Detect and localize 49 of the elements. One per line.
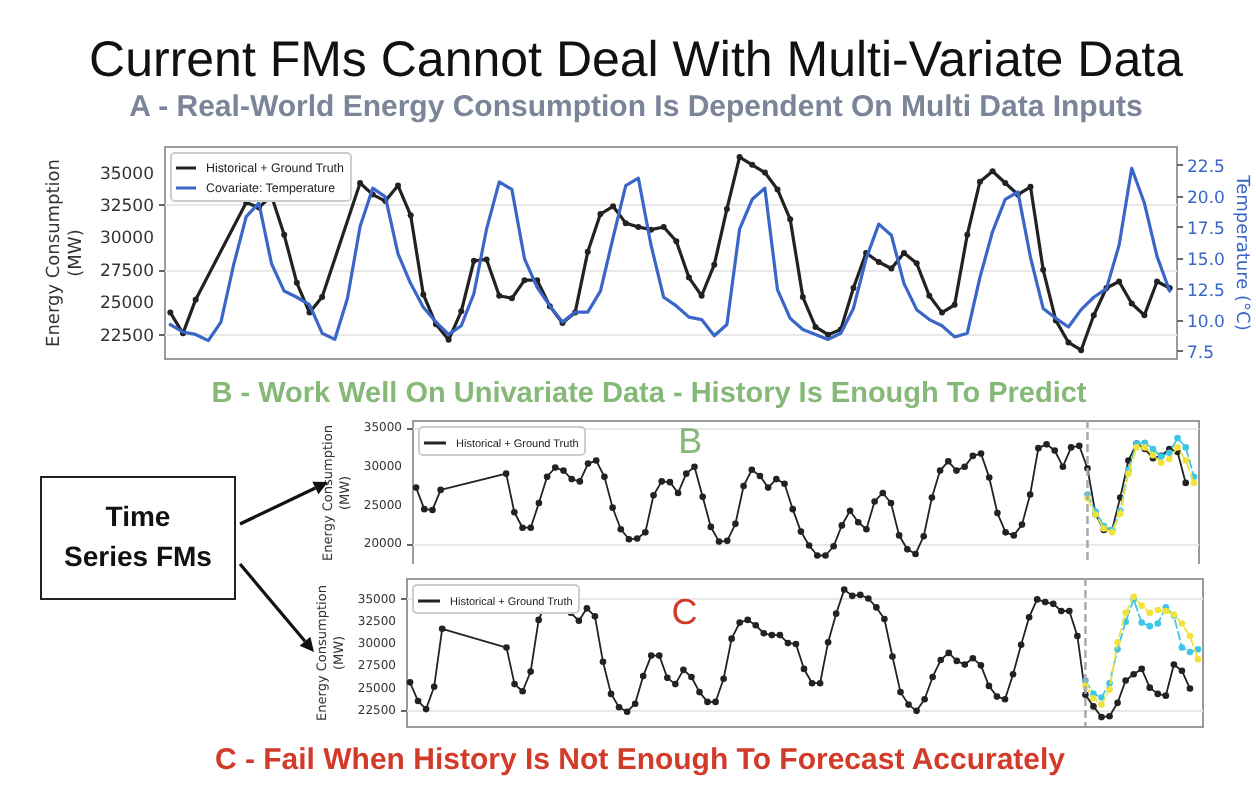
text-box: Time Series FMs	[40, 476, 236, 600]
text: C - Fail When History Is Not Enough To Forecast Accurately	[214, 743, 1067, 777]
y2-tick-label: 22.5	[1187, 157, 1225, 178]
y-tick-label: 35000	[99, 164, 154, 185]
annotation: B	[678, 421, 703, 462]
point	[1122, 609, 1129, 617]
point	[1146, 609, 1154, 617]
point	[1090, 695, 1097, 702]
point	[1194, 655, 1202, 663]
y2-tick-label: 10.0	[1187, 312, 1225, 333]
point	[1082, 682, 1089, 690]
point	[1114, 638, 1121, 646]
point	[1149, 445, 1157, 453]
y-tick-label: 22500	[99, 326, 154, 347]
point	[1178, 644, 1186, 651]
y2-tick-label: 15.0	[1187, 250, 1225, 271]
point	[1106, 686, 1113, 693]
point	[1186, 632, 1194, 640]
point	[1146, 622, 1154, 630]
y2-tick-label: 20.0	[1187, 188, 1225, 209]
point	[1098, 694, 1105, 701]
point	[1154, 620, 1162, 627]
point	[1174, 434, 1181, 442]
y-tick-label: 30000	[99, 229, 154, 250]
annotation: C	[671, 591, 698, 632]
point	[1166, 455, 1173, 463]
y2-tick-label: 17.5	[1187, 219, 1225, 240]
chart-subtitle: A - Real-World Energy Consumption Is Dependent On Multi Data Inputs	[129, 90, 1143, 124]
point	[1138, 619, 1146, 626]
y-tick-label: 27500	[99, 261, 154, 282]
point	[1194, 646, 1202, 653]
chart-title: B - Work Well On Univariate Data - History Is Enough To Predict	[211, 378, 1087, 410]
y-tick-label: 32500	[99, 197, 154, 217]
y-axis-title: Energy Consumption (MW)	[44, 159, 87, 347]
point	[1154, 606, 1162, 614]
y-tick-label: 25000	[99, 294, 154, 315]
point	[1178, 620, 1186, 627]
point	[1186, 648, 1194, 656]
y2-tick-label: 7.5	[1187, 343, 1215, 364]
point	[1190, 479, 1198, 487]
y2-tick-label: 12.5	[1187, 281, 1225, 302]
chart-title: Current FMs Cannot Deal With Multi-Variate Data	[89, 32, 1184, 88]
point	[1098, 701, 1105, 708]
point	[1182, 457, 1190, 464]
point	[1174, 444, 1181, 451]
y2-axis-title: Temperature (°C)	[1230, 173, 1251, 331]
point	[1182, 444, 1190, 451]
point	[1138, 602, 1146, 609]
point	[1157, 459, 1165, 467]
